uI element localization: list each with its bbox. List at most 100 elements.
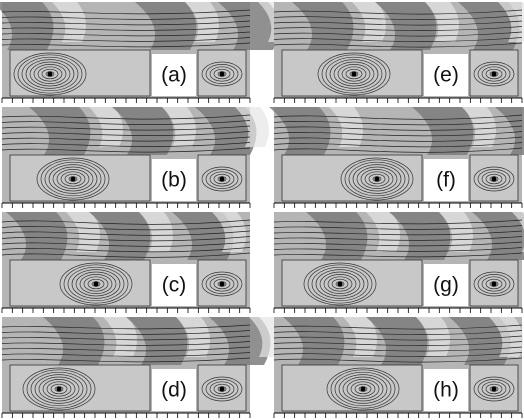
vortex-core	[219, 176, 225, 182]
vortex-line	[327, 276, 353, 292]
vortex-line	[205, 169, 239, 189]
label-box	[424, 369, 468, 411]
streamline	[273, 31, 523, 37]
vortex-line	[481, 171, 507, 187]
streamline	[273, 352, 523, 357]
vortex-line	[59, 262, 133, 306]
streamline	[273, 346, 523, 352]
vortex-line	[352, 164, 402, 194]
vortex-line	[29, 61, 71, 87]
vortex-line	[477, 274, 511, 294]
streamline	[273, 26, 523, 31]
streamline	[273, 37, 523, 42]
panel: (d)	[1, 317, 283, 418]
vortex-line	[209, 276, 235, 292]
vortex-core	[93, 281, 99, 287]
vortex-line	[321, 54, 387, 94]
streamline	[1, 37, 251, 42]
vortex-line	[326, 367, 400, 411]
streamline	[273, 147, 523, 153]
streamline	[1, 352, 251, 357]
vortex-line	[356, 166, 398, 192]
vortex-line	[315, 269, 365, 299]
vortex-core	[491, 386, 497, 392]
vortex-core	[351, 71, 357, 77]
label-box	[152, 159, 196, 201]
panel-label: (g)	[433, 274, 459, 297]
vortex-line	[201, 166, 243, 192]
vortex-line	[209, 171, 235, 187]
streamline	[273, 125, 523, 131]
streamline	[273, 335, 523, 341]
vortex-line	[307, 264, 373, 304]
streamline	[1, 120, 251, 125]
vortex-line	[330, 369, 396, 409]
streamline	[1, 114, 251, 120]
flow-band	[352, 2, 386, 42]
vortex-line	[337, 64, 371, 84]
flow-band	[343, 317, 377, 357]
vortex-line	[348, 161, 406, 197]
vortex-line	[83, 276, 109, 292]
vortex-line	[354, 383, 372, 395]
streamline	[273, 136, 523, 142]
label-box	[424, 264, 468, 306]
flow-band	[425, 2, 459, 42]
streamline	[273, 324, 523, 330]
vortex-line	[213, 383, 231, 395]
vortex-core	[219, 281, 225, 287]
flow-band	[458, 2, 520, 50]
vortex-line	[52, 166, 94, 192]
streamline	[1, 26, 251, 31]
flow-band	[462, 107, 496, 147]
streamline	[1, 252, 251, 258]
vortex-line	[21, 56, 79, 92]
streamline	[1, 341, 251, 346]
streamline	[1, 247, 251, 253]
streamline	[273, 120, 523, 126]
streamline	[273, 230, 523, 236]
vortex-line	[201, 61, 243, 87]
streamline	[273, 131, 523, 137]
vortex-line	[338, 374, 388, 404]
vortex-line	[201, 376, 243, 402]
streamline	[273, 15, 523, 20]
vortex-line	[79, 274, 113, 294]
panel: (c)	[1, 212, 251, 313]
flow-band	[89, 107, 123, 147]
flow-band	[269, 107, 331, 155]
flow-band	[162, 107, 196, 147]
vortex-core	[360, 386, 366, 392]
label-box	[152, 264, 196, 306]
flow-band	[416, 317, 450, 357]
vortex-line	[473, 271, 515, 297]
vortex-core	[47, 71, 53, 77]
vortex-line	[42, 379, 76, 399]
vortex-core	[337, 281, 343, 287]
vortex-line	[346, 379, 380, 399]
streamline	[273, 20, 523, 26]
vortex-core	[56, 386, 62, 392]
streamline	[1, 236, 251, 242]
streamline	[1, 125, 251, 131]
streamline	[273, 225, 523, 230]
flow-band	[43, 317, 105, 365]
vortex-line	[56, 169, 90, 189]
flow-band	[283, 317, 345, 365]
panel-label: (c)	[162, 274, 187, 297]
streamline	[1, 147, 251, 153]
streamline	[1, 20, 251, 26]
vortex-line	[303, 262, 377, 306]
streamline	[1, 219, 251, 225]
vortex-line	[485, 173, 503, 185]
panel: (e)	[273, 2, 524, 103]
vortex-line	[485, 383, 503, 395]
vortex-line	[201, 271, 243, 297]
vortex-core	[70, 176, 76, 182]
panel: (g)	[273, 212, 524, 313]
vortex-line	[360, 169, 394, 189]
vortex-line	[44, 161, 102, 197]
vortex-line	[17, 54, 83, 94]
vortex-line	[342, 376, 384, 402]
flow-band	[209, 317, 271, 365]
